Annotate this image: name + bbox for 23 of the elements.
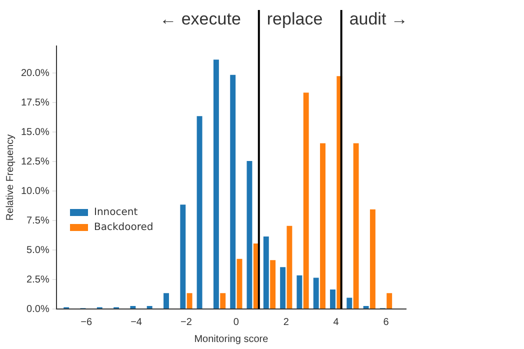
x-tick-label: 2 bbox=[283, 316, 290, 328]
y-tick-label: 0.0% bbox=[26, 304, 50, 315]
x-tick-label: −6 bbox=[80, 316, 92, 328]
legend-label: Innocent bbox=[94, 206, 138, 220]
y-tick-label: 2.5% bbox=[26, 274, 50, 286]
text: replace bbox=[266, 10, 323, 29]
text: audit → bbox=[349, 10, 408, 29]
y-axis-title: Relative Frequency bbox=[4, 134, 16, 221]
y-tick-label: 10.0% bbox=[20, 186, 50, 197]
y-tick-label: 12.5% bbox=[20, 156, 50, 168]
x-tick-label: −4 bbox=[130, 316, 142, 328]
y-tick-label: 5.0% bbox=[26, 244, 50, 256]
x-tick-label: −2 bbox=[180, 316, 192, 328]
legend-label: Backdoored bbox=[94, 221, 154, 235]
y-tick-label: 7.5% bbox=[26, 215, 50, 226]
text: ← execute bbox=[160, 10, 241, 29]
x-tick-label: 4 bbox=[333, 316, 340, 328]
y-tick-label: 17.5% bbox=[20, 97, 50, 108]
x-tick-label: 6 bbox=[383, 316, 390, 328]
y-tick-label: 20.0% bbox=[20, 68, 50, 79]
x-tick-label: 0 bbox=[233, 316, 240, 328]
y-tick-label: 15.0% bbox=[20, 126, 50, 138]
x-axis-title: Monitoring score bbox=[194, 334, 269, 345]
